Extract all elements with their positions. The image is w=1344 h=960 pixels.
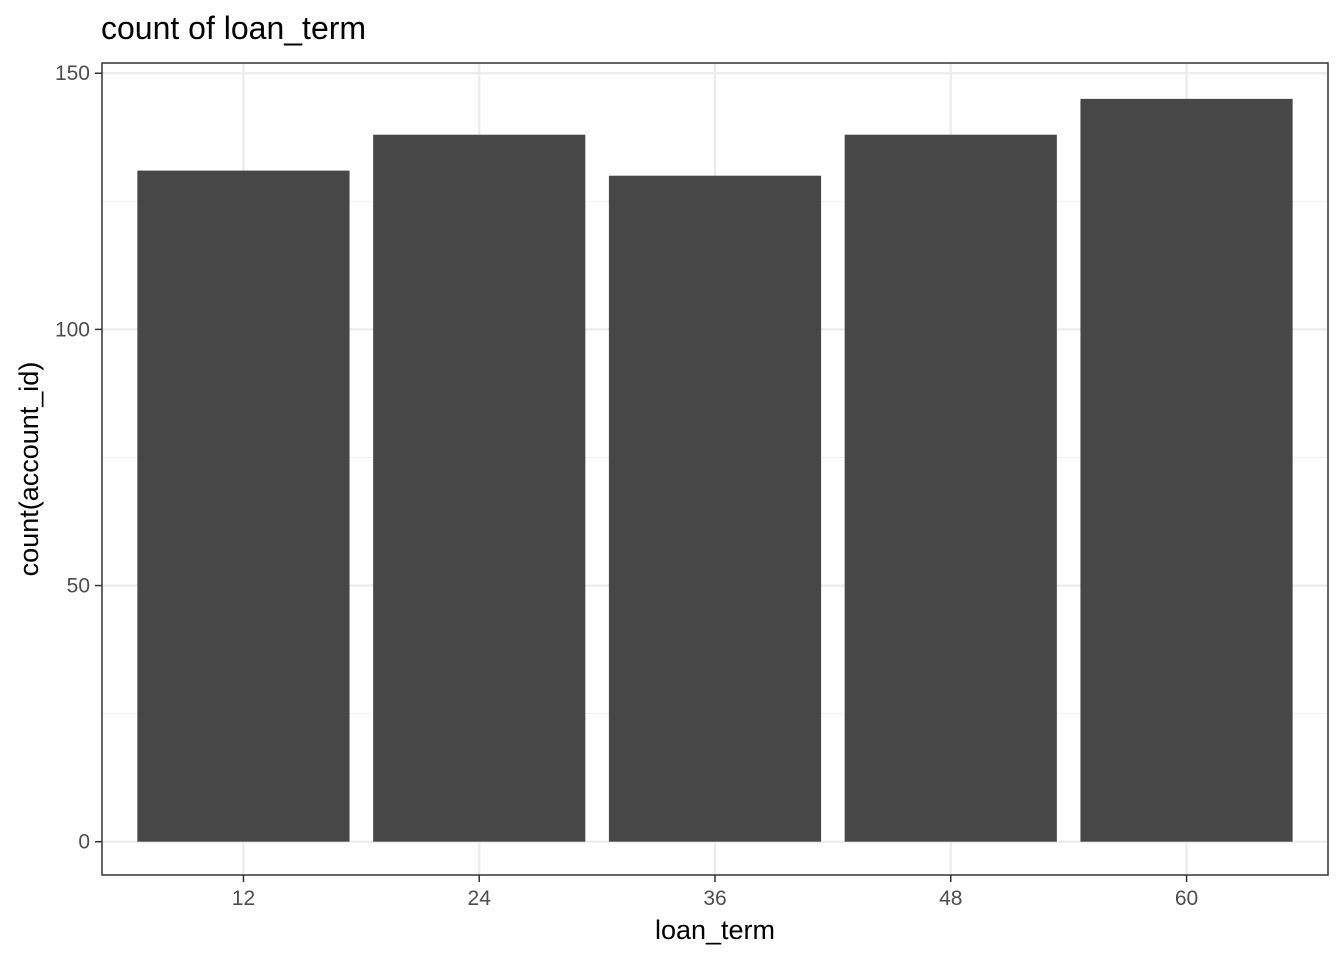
tick-labels: 0 50 100 150 12 24 36 48 60: [55, 62, 1198, 910]
bars: [137, 98, 1293, 842]
y-tick-label: 150: [55, 62, 90, 85]
y-tick-label: 100: [55, 318, 90, 341]
bar: [608, 175, 822, 842]
x-tick-label: 12: [232, 887, 255, 910]
x-axis-title: loan_term: [655, 915, 775, 945]
x-tick-label: 24: [468, 887, 492, 910]
bar: [137, 170, 350, 842]
y-axis-title: count(account_id): [14, 362, 44, 577]
x-tick-label: 60: [1175, 887, 1198, 910]
bar: [1080, 98, 1293, 842]
x-tick-label: 48: [939, 887, 962, 910]
axis-ticks: [95, 72, 1188, 882]
bar: [844, 134, 1057, 842]
y-tick-label: 50: [67, 575, 90, 598]
bar: [373, 134, 586, 842]
chart-title: count of loan_term: [101, 10, 366, 46]
y-tick-label: 0: [78, 831, 90, 854]
x-tick-label: 36: [703, 887, 726, 910]
